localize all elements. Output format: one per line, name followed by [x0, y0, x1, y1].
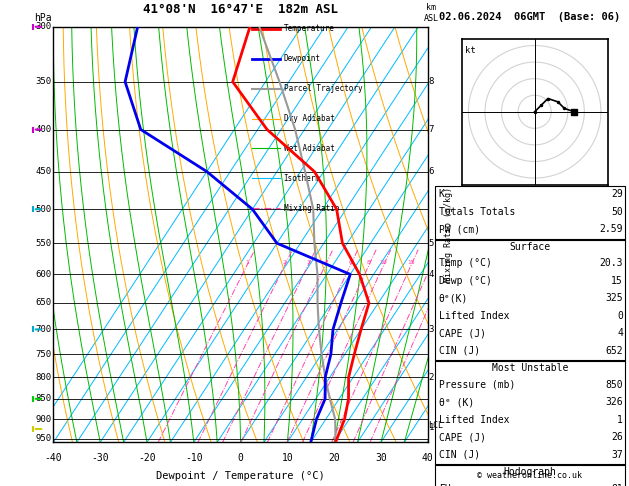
- Text: 4: 4: [617, 329, 623, 338]
- Text: Lifted Index: Lifted Index: [439, 415, 509, 425]
- Text: 37: 37: [611, 450, 623, 460]
- Text: 3: 3: [428, 325, 434, 334]
- Text: 7: 7: [428, 125, 434, 134]
- Text: 350: 350: [35, 77, 52, 87]
- Text: 750: 750: [35, 349, 52, 359]
- Text: Temp (°C): Temp (°C): [439, 259, 492, 268]
- Text: 02.06.2024  06GMT  (Base: 06): 02.06.2024 06GMT (Base: 06): [439, 12, 621, 22]
- Text: 850: 850: [606, 380, 623, 390]
- Text: CIN (J): CIN (J): [439, 450, 480, 460]
- Text: 8: 8: [428, 77, 434, 87]
- Text: Most Unstable: Most Unstable: [492, 363, 568, 373]
- Text: Wet Adiabat: Wet Adiabat: [284, 144, 335, 153]
- Text: 950: 950: [35, 434, 52, 443]
- Text: 8: 8: [367, 260, 370, 265]
- Text: 15: 15: [611, 276, 623, 286]
- Text: 4: 4: [323, 260, 327, 265]
- Text: -30: -30: [91, 452, 109, 463]
- Bar: [435, 186, 625, 240]
- Text: 800: 800: [35, 373, 52, 382]
- Text: -40: -40: [45, 452, 62, 463]
- Text: 700: 700: [35, 325, 52, 334]
- Text: Dewpoint / Temperature (°C): Dewpoint / Temperature (°C): [156, 471, 325, 481]
- Text: 81: 81: [611, 484, 623, 486]
- Text: 2.59: 2.59: [599, 225, 623, 234]
- Text: 50: 50: [611, 207, 623, 217]
- Text: 550: 550: [35, 239, 52, 248]
- Text: 450: 450: [35, 167, 52, 176]
- Text: kt: kt: [465, 46, 476, 54]
- Text: LCL: LCL: [428, 420, 443, 430]
- Text: 20: 20: [328, 452, 340, 463]
- Text: 29: 29: [611, 190, 623, 199]
- Text: © weatheronline.co.uk: © weatheronline.co.uk: [477, 471, 582, 480]
- Text: 5: 5: [428, 239, 434, 248]
- Text: 6: 6: [348, 260, 352, 265]
- Text: 326: 326: [606, 397, 623, 407]
- Text: Hodograph: Hodograph: [503, 467, 557, 477]
- Text: CIN (J): CIN (J): [439, 346, 480, 356]
- Text: Mixing Ratio: Mixing Ratio: [284, 204, 339, 213]
- Text: 300: 300: [35, 22, 52, 31]
- Text: 652: 652: [606, 346, 623, 356]
- Text: 20.3: 20.3: [599, 259, 623, 268]
- Text: 3: 3: [306, 260, 310, 265]
- Text: Totals Totals: Totals Totals: [439, 207, 515, 217]
- Text: 400: 400: [35, 125, 52, 134]
- Text: 2: 2: [283, 260, 287, 265]
- Bar: [435, 360, 625, 465]
- Text: 6: 6: [428, 167, 434, 176]
- Text: hPa: hPa: [34, 13, 52, 22]
- Text: Parcel Trajectory: Parcel Trajectory: [284, 84, 362, 93]
- Text: Lifted Index: Lifted Index: [439, 311, 509, 321]
- Text: Pressure (mb): Pressure (mb): [439, 380, 515, 390]
- Text: 1: 1: [617, 415, 623, 425]
- Text: 26: 26: [611, 432, 623, 442]
- Text: 2: 2: [428, 373, 434, 382]
- Text: 0: 0: [617, 311, 623, 321]
- Text: Dewp (°C): Dewp (°C): [439, 276, 492, 286]
- Text: Dry Adiabat: Dry Adiabat: [284, 114, 335, 123]
- Text: 325: 325: [606, 294, 623, 303]
- Text: Mixing Ratio (g/kg): Mixing Ratio (g/kg): [444, 187, 453, 282]
- Text: 850: 850: [35, 394, 52, 403]
- Text: 41°08'N  16°47'E  182m ASL: 41°08'N 16°47'E 182m ASL: [143, 3, 338, 17]
- Text: 10: 10: [380, 260, 387, 265]
- Text: 650: 650: [35, 298, 52, 308]
- Text: Temperature: Temperature: [284, 24, 335, 34]
- Text: Dewpoint: Dewpoint: [284, 54, 321, 63]
- Text: PW (cm): PW (cm): [439, 225, 480, 234]
- Text: 900: 900: [35, 415, 52, 424]
- Text: 15: 15: [407, 260, 415, 265]
- Text: CAPE (J): CAPE (J): [439, 432, 486, 442]
- Text: 500: 500: [35, 205, 52, 214]
- Text: 600: 600: [35, 270, 52, 279]
- Text: -10: -10: [185, 452, 203, 463]
- Text: -20: -20: [138, 452, 156, 463]
- Text: Surface: Surface: [509, 242, 550, 252]
- Text: 30: 30: [375, 452, 387, 463]
- Bar: [435, 239, 625, 361]
- Text: K: K: [439, 190, 445, 199]
- Text: 10: 10: [282, 452, 293, 463]
- Text: 4: 4: [428, 270, 434, 279]
- Text: θᵉ (K): θᵉ (K): [439, 397, 474, 407]
- Text: Isotherm: Isotherm: [284, 174, 321, 183]
- Bar: [435, 464, 625, 486]
- Text: 1: 1: [245, 260, 249, 265]
- Text: θᵉ(K): θᵉ(K): [439, 294, 468, 303]
- Text: CAPE (J): CAPE (J): [439, 329, 486, 338]
- Text: 1: 1: [428, 422, 434, 432]
- Text: 0: 0: [238, 452, 243, 463]
- Text: km
ASL: km ASL: [424, 3, 439, 22]
- Text: 40: 40: [422, 452, 433, 463]
- Text: EH: EH: [439, 484, 450, 486]
